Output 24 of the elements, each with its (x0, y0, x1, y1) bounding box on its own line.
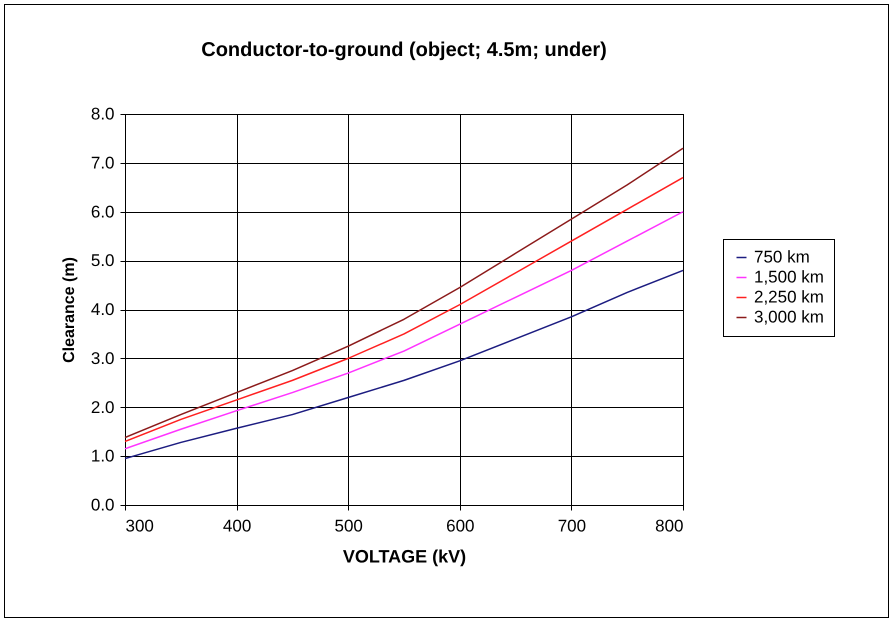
x-tick-label: 300 (126, 516, 154, 536)
y-tick-label: 8.0 (90, 104, 114, 124)
y-tick-label: 4.0 (90, 300, 114, 319)
x-tick-label: 400 (222, 516, 252, 536)
y-axis-title: Clearance (m) (60, 257, 78, 363)
line-series (124, 270, 684, 460)
y-tick-label: 5.0 (90, 251, 114, 270)
x-tick-label: 800 (655, 516, 684, 536)
line-series (124, 211, 684, 450)
y-tick-label: 7.0 (90, 153, 114, 172)
y-tick-label: 3.0 (90, 348, 114, 368)
y-tick-label: 1.0 (90, 446, 114, 466)
legend-label: 3,000 km (754, 308, 824, 326)
legend-label: 750 km (754, 248, 810, 266)
x-tick-label: 700 (558, 516, 586, 536)
x-tick-label: 600 (446, 516, 474, 536)
legend-label: 1,500 km (754, 268, 824, 286)
legend-label: 2,250 km (754, 288, 824, 306)
x-tick-label: 500 (334, 516, 363, 536)
y-tick-label: 0.0 (90, 496, 114, 514)
chart-title: Conductor-to-ground (object; 4.5m; under) (201, 39, 607, 61)
x-axis-title: VOLTAGE (kV) (342, 546, 466, 566)
y-tick-label: 6.0 (90, 202, 114, 222)
y-tick-label: 2.0 (90, 398, 114, 417)
